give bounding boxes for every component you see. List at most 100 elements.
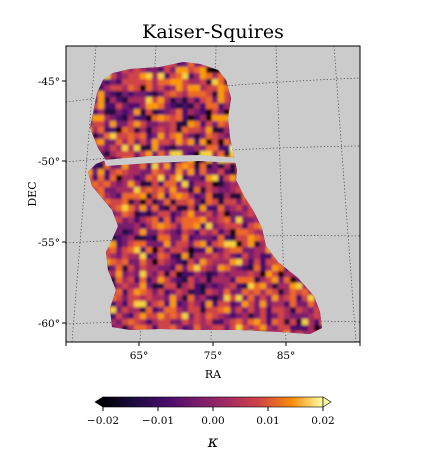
heatmap-cell [218,199,225,206]
heatmap-cell [296,307,303,314]
heatmap-cell [200,307,207,314]
heatmap-cell [182,229,189,236]
heatmap-cell [218,265,225,272]
heatmap-cell [98,115,105,122]
heatmap-cell [152,115,159,122]
heatmap-cell [152,229,159,236]
heatmap-cell [248,223,255,230]
heatmap-cell [140,103,147,110]
heatmap-cell [134,145,141,152]
heatmap-cell [164,121,171,128]
heatmap-cell [230,313,237,320]
heatmap-cell [158,241,165,248]
heatmap-cell [146,163,153,170]
heatmap-cell [200,103,207,110]
heatmap-cell [164,139,171,146]
heatmap-cell [110,193,117,200]
heatmap-cell [140,253,147,260]
heatmap-cell [272,319,279,326]
heatmap-cell [158,103,165,110]
heatmap-cell [242,313,249,320]
heatmap-cell [218,109,225,116]
heatmap-cell [194,247,201,254]
heatmap-cell [230,295,237,302]
heatmap-cell [116,121,123,128]
heatmap-cell [188,253,195,260]
heatmap-cell [230,283,237,290]
heatmap-cell [92,115,99,122]
heatmap-cell [104,181,111,188]
heatmap-cell [236,241,243,248]
heatmap-cell [182,67,189,74]
heatmap-cell [158,253,165,260]
heatmap-cell [206,145,213,152]
heatmap-cell [182,313,189,320]
heatmap-cell [158,271,165,278]
heatmap-cell [134,121,141,128]
heatmap-cell [194,62,201,68]
heatmap-cell [182,325,189,332]
heatmap-cell [158,205,165,212]
heatmap-cell [170,151,177,158]
heatmap-cell [206,187,213,194]
heatmap-cell [134,217,141,224]
heatmap-cell [164,199,171,206]
heatmap-cell [92,163,99,170]
heatmap-cell [200,85,207,92]
heatmap-cell [182,199,189,206]
heatmap-cell [248,325,255,332]
heatmap-cell [104,85,111,92]
heatmap-cell [152,295,159,302]
heatmap-cell [224,283,231,290]
heatmap-cell [248,259,255,266]
heatmap-cell [188,73,195,80]
heatmap-cell [224,265,231,272]
heatmap-cell [188,133,195,140]
heatmap-cell [188,313,195,320]
heatmap-cell [146,265,153,272]
heatmap-cell [146,187,153,194]
heatmap-cell [236,193,243,200]
heatmap-cell [104,193,111,200]
heatmap-cell [188,241,195,248]
heatmap-cell [128,295,135,302]
heatmap-cell [212,91,219,98]
heatmap-cell [212,259,219,266]
heatmap-cell [206,289,213,296]
heatmap-cell [134,79,141,86]
heatmap-cell [164,313,171,320]
heatmap-cell [146,67,153,74]
heatmap-cell [164,217,171,224]
heatmap-cell [134,241,141,248]
heatmap-cell [230,241,237,248]
heatmap-cell [116,313,123,320]
heatmap-cell [128,217,135,224]
heatmap-cell [146,259,153,266]
heatmap-cell [206,265,213,272]
heatmap-cell [146,145,153,152]
heatmap-cell [260,247,267,254]
heatmap-cell [188,247,195,254]
heatmap-cell [296,289,303,296]
heatmap-cell [176,277,183,284]
heatmap-cell [230,265,237,272]
heatmap-cell [146,169,153,176]
heatmap-cell [212,247,219,254]
heatmap-cell [152,187,159,194]
heatmap-cell [152,319,159,326]
heatmap-cell [122,265,129,272]
heatmap-cell [176,121,183,128]
heatmap-cell [140,115,147,122]
heatmap-cell [146,247,153,254]
heatmap-cell [140,151,147,158]
heatmap-cell [110,73,117,80]
heatmap-cell [296,295,303,302]
heatmap-cell [116,319,123,326]
heatmap-cell [122,193,129,200]
heatmap-cell [230,217,237,224]
heatmap-cell [134,73,141,80]
heatmap-cell [200,187,207,194]
heatmap-cell [224,199,231,206]
heatmap-cell [224,235,231,242]
